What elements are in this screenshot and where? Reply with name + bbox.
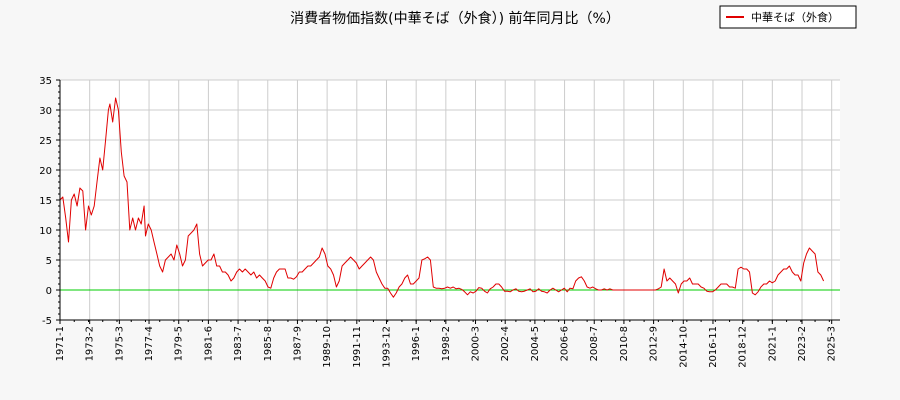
x-tick-label: 2025-3 xyxy=(827,326,838,361)
x-tick-label: 2014-10 xyxy=(678,326,689,368)
series-group xyxy=(59,97,825,298)
x-tick-label: 1991-11 xyxy=(352,326,363,368)
y-axis-ticks: -5 0 5 10 15 20 25 30 35 xyxy=(39,76,60,327)
x-tick-label: 1996-1 xyxy=(411,326,422,361)
x-tick-label: 1973-2 xyxy=(85,326,96,361)
x-tick-label: 2023-2 xyxy=(797,326,808,361)
x-tick-label: 1993-12 xyxy=(381,326,392,368)
x-tick-label: 1975-3 xyxy=(114,326,125,361)
y-tick-label: 0 xyxy=(46,286,52,297)
x-tick-label: 2012-9 xyxy=(649,326,660,361)
x-tick-label: 1983-7 xyxy=(233,326,244,361)
x-tick-label: 1989-10 xyxy=(322,326,333,368)
legend: 中華そば（外食） xyxy=(719,5,857,29)
y-tick-label: 10 xyxy=(39,226,52,237)
y-tick-label: 25 xyxy=(39,136,52,147)
y-tick-label: 20 xyxy=(39,166,52,177)
x-tick-label: 2018-12 xyxy=(738,326,749,368)
x-tick-label: 1977-4 xyxy=(144,326,155,361)
grid xyxy=(59,79,840,321)
y-tick-label: 15 xyxy=(39,196,52,207)
y-tick-label: 30 xyxy=(39,106,52,117)
chart-title: 消費者物価指数(中華そば（外食）) 前年同月比（%） xyxy=(290,10,620,27)
x-tick-label: 2004-5 xyxy=(530,326,541,361)
y-tick-label: -5 xyxy=(42,316,52,327)
x-axis-ticks: 1971-1 1973-2 1975-3 1977-4 1979-5 1981-6 1983… xyxy=(55,320,838,368)
x-tick-label: 1985-8 xyxy=(263,326,274,361)
x-tick-label: 1998-2 xyxy=(441,326,452,361)
x-tick-label: 1987-9 xyxy=(292,326,303,361)
series-line xyxy=(59,97,825,298)
x-tick-label: 2000-3 xyxy=(471,326,482,361)
y-tick-label: 35 xyxy=(39,76,52,87)
legend-label: 中華そば（外食） xyxy=(751,10,839,24)
y-tick-label: 5 xyxy=(46,256,52,267)
x-tick-label: 2016-11 xyxy=(708,326,719,368)
x-tick-label: 1981-6 xyxy=(203,326,214,361)
x-tick-label: 1971-1 xyxy=(55,326,66,361)
x-tick-label: 1979-5 xyxy=(174,326,185,361)
x-tick-label: 2010-8 xyxy=(619,326,630,361)
x-tick-label: 2002-4 xyxy=(500,326,511,361)
x-tick-label: 2006-6 xyxy=(560,326,571,361)
x-tick-label: 2021-1 xyxy=(767,326,778,361)
x-tick-label: 2008-7 xyxy=(589,326,600,361)
